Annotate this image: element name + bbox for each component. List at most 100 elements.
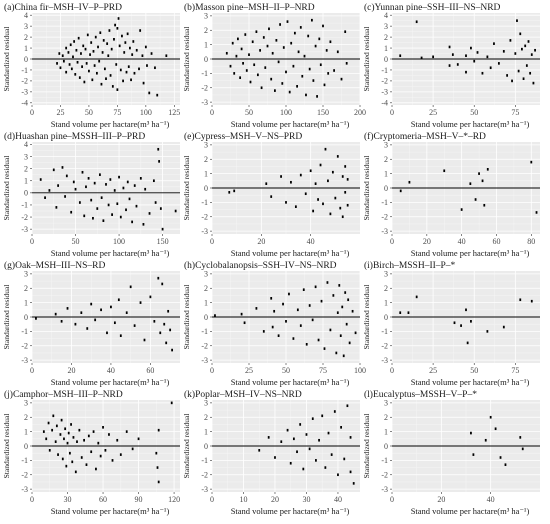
data-point [125,430,128,433]
data-point [121,34,123,38]
x-tick-label: 60 [99,495,107,504]
panel-4: (e)Cypress–MSH–V–NS–PRD 0 20 40 -3 -2 -1 0 1 2 3 St… [182,131,360,258]
y-tick-label: -1 [381,198,388,207]
data-point [144,187,147,191]
data-point [126,180,129,184]
data-point [329,212,332,216]
data-point [344,30,347,33]
data-point [535,211,538,214]
data-point [268,27,270,31]
data-point [74,322,77,326]
data-point [264,66,267,69]
data-point [126,32,129,36]
data-point [68,63,71,66]
data-point [273,309,276,313]
y-tick-label: 1 [384,169,388,178]
data-point [131,220,134,224]
y-tick-label: 2 [24,284,28,293]
x-tick-label: 0 [210,108,214,117]
data-point [305,433,308,436]
x-tick-label: 0 [390,495,394,504]
panel-title: (c)Yunnan pine–SSH–III–NS–NRD [364,2,501,13]
data-point [527,40,530,43]
data-point [286,20,289,23]
data-point [70,423,72,426]
data-point [259,49,261,52]
y-tick-label: 4 [24,11,28,20]
y-tick-label: -2 [21,342,28,351]
data-point [150,52,153,55]
data-point [165,341,168,345]
data-point [336,311,339,314]
data-point [99,31,102,35]
data-point [86,327,89,330]
data-point [74,73,77,76]
data-point [519,436,522,439]
data-point [286,428,289,432]
data-point [108,29,111,32]
y-tick-label: 2 [204,413,208,422]
data-point [341,305,344,309]
x-tick-label: 75 [113,108,121,117]
data-point [80,311,83,314]
data-point [111,85,114,88]
y-tick-label: -1 [21,201,28,210]
y-tick-label: -2 [201,342,208,351]
x-axis-label: Stand volume per hactare(m³ ha⁻¹) [231,248,350,258]
data-point [100,82,103,86]
data-point [299,26,302,29]
data-point [65,464,68,468]
data-point [92,216,94,220]
data-point [52,168,55,172]
data-point [344,191,347,194]
y-tick-label: -3 [381,356,388,365]
data-point [148,212,151,215]
data-point [432,55,435,59]
y-tick-label: 0 [384,55,388,64]
x-tick-label: 200 [354,108,366,117]
data-point [312,79,315,82]
data-point [314,182,317,185]
data-point [443,169,446,173]
data-point [117,298,120,302]
data-point [125,311,128,314]
data-point [299,324,302,327]
data-point [156,93,159,97]
y-tick-label: -2 [21,213,28,222]
data-point [399,189,402,193]
data-point [311,417,314,420]
data-point [170,401,173,405]
data-point [307,34,310,38]
x-tick-label: 0 [210,495,214,504]
data-point [319,163,322,167]
data-point [78,428,81,432]
x-tick-label: 100 [280,108,292,117]
data-point [316,95,318,98]
data-point [290,41,293,45]
data-point [407,311,410,314]
data-point [116,202,119,206]
x-tick-label: 75 [511,108,519,117]
y-tick-label: -1 [201,456,208,465]
data-point [67,51,70,54]
y-tick-label: 3 [384,22,388,31]
data-point [174,209,177,213]
y-tick-label: -2 [381,77,388,86]
data-point [270,77,273,81]
y-tick-label: 0 [204,442,208,451]
data-point [58,52,61,55]
data-point [448,64,451,67]
x-tick-label: 150 [317,108,329,117]
data-point [94,318,97,322]
data-point [118,44,121,48]
data-point [77,36,80,40]
data-point [322,24,324,28]
panel-title: (j)Camphor–MSH–III–P–NRD [4,389,123,400]
data-point [240,312,243,316]
panel-1: (b)Masson pine–MSH–II–P–NRD 0 50 100 150 200 -… [182,2,366,129]
data-point [465,70,467,74]
data-point [144,45,147,49]
data-point [514,52,517,55]
y-tick-label: 4 [24,140,28,149]
